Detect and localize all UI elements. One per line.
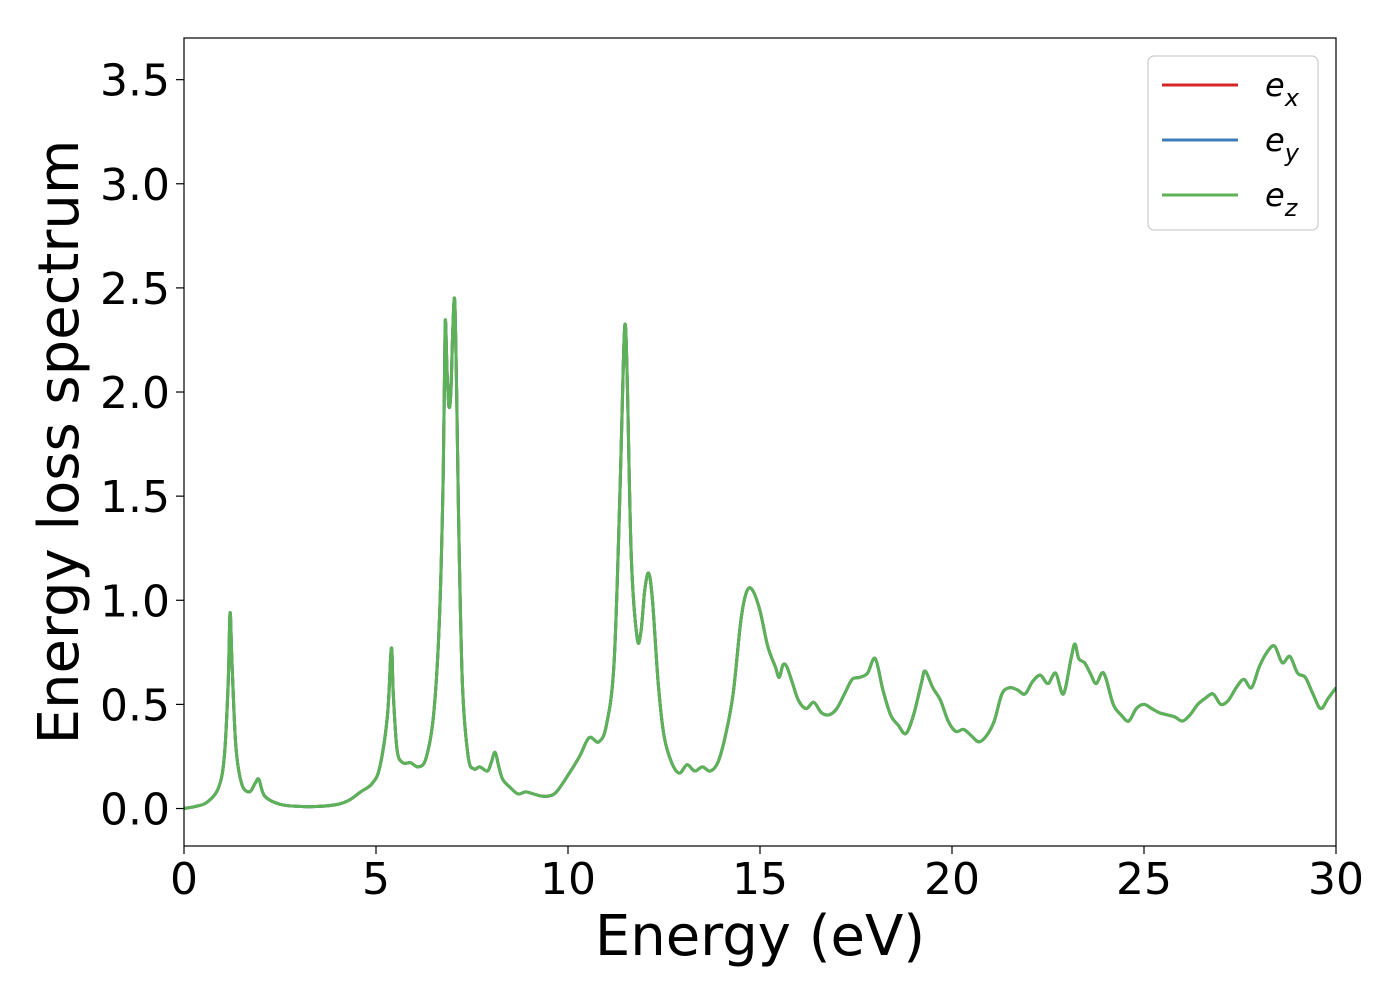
- series-line-ez: [184, 296, 1336, 810]
- y-axis-ticks: 0.0 0.5 1.0 1.5 2.0 2.5 3.0 3.5: [100, 56, 184, 836]
- y-tick-label: 2.0: [100, 368, 170, 419]
- y-tick-label: 2.5: [100, 264, 170, 315]
- legend-box: [1147, 55, 1319, 231]
- y-tick-label: 1.5: [100, 472, 170, 523]
- series-layer: [184, 296, 1336, 810]
- y-tick-label: 1.0: [100, 576, 170, 627]
- x-tick-label: 20: [924, 854, 980, 905]
- x-axis-ticks: 0 5 10 15 20 25 30: [170, 846, 1364, 905]
- x-tick-label: 15: [732, 854, 788, 905]
- y-tick-label: 3.5: [100, 56, 170, 107]
- legend: ex ey ez: [1147, 55, 1319, 231]
- legend-label: ey: [1265, 121, 1300, 167]
- x-tick-label: 0: [170, 854, 198, 905]
- x-tick-label: 5: [362, 854, 390, 905]
- x-tick-label: 25: [1116, 854, 1172, 905]
- y-axis-label: Energy loss spectrum: [27, 140, 92, 745]
- y-tick-label: 0.5: [100, 680, 170, 731]
- legend-label: ez: [1265, 176, 1299, 222]
- x-tick-label: 10: [540, 854, 596, 905]
- series-line-ey: [184, 296, 1336, 810]
- series-line-ex: [184, 296, 1336, 810]
- y-tick-label: 3.0: [100, 160, 170, 211]
- y-tick-label: 0.0: [100, 785, 170, 836]
- legend-label: ex: [1265, 66, 1300, 112]
- x-tick-label: 30: [1308, 854, 1364, 905]
- x-axis-label: Energy (eV): [595, 904, 925, 969]
